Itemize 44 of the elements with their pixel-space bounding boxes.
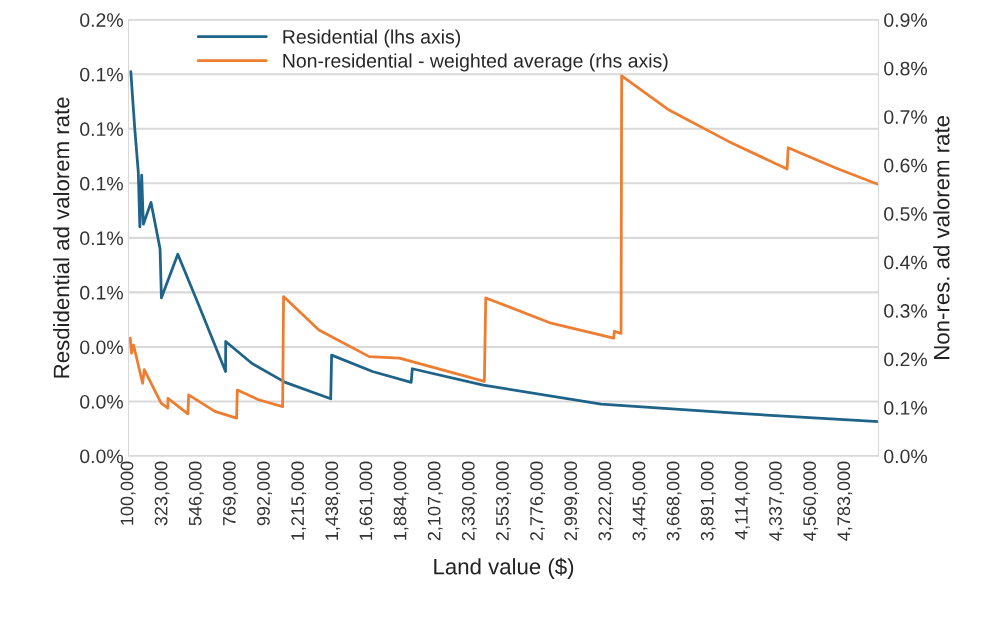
x-axis-title: Land value ($) <box>434 557 574 579</box>
y2-tick-label: 0.0% <box>884 449 927 464</box>
y-tick-label: 0.2% <box>80 13 123 27</box>
y-tick-label: 0.1% <box>80 67 123 82</box>
x-tick-label: 1,438,000 <box>325 461 341 540</box>
x-tick-label: 2,776,000 <box>530 461 546 541</box>
y2-tick-label: 0.2% <box>884 352 927 367</box>
y2-tick-label: 0.7% <box>884 110 927 124</box>
y-tick-label: 0.1% <box>80 231 123 246</box>
x-tick-label: 2,553,000 <box>496 461 511 541</box>
x-tick-label: 4,337,000 <box>769 461 784 541</box>
x-tick-label: 4,114,000 <box>734 461 750 540</box>
y2-tick-label: 0.1% <box>884 401 927 415</box>
y2-tick-label: 0.6% <box>884 158 927 173</box>
y-tick-label: 0.0% <box>80 340 123 355</box>
legend-label: Residential (lhs axis) <box>283 29 461 48</box>
y2-tick-label: 0.9% <box>884 13 927 27</box>
y2-tick-label: 0.4% <box>884 255 927 270</box>
x-tick-label: 2,330,000 <box>461 461 477 541</box>
x-tick-label: 1,215,000 <box>291 461 307 540</box>
x-tick-label: 1,884,000 <box>393 461 409 540</box>
x-tick-label: 3,222,000 <box>598 461 614 541</box>
y2-tick-label: 0.3% <box>884 304 927 318</box>
x-tick-label: 1,661,000 <box>359 461 375 540</box>
y2-tick-label: 0.8% <box>884 61 927 76</box>
x-tick-label: 3,891,000 <box>700 461 716 541</box>
x-tick-label: 992,000 <box>257 461 273 526</box>
legend-label: Non-residential - weighted average (rhs axis) <box>283 53 668 72</box>
x-tick-label: 4,560,000 <box>803 461 819 541</box>
x-tick-label: 2,107,000 <box>427 461 443 541</box>
y-axis-title: Resdidential ad valorem rate <box>53 97 70 378</box>
y2-axis-title: Non-res. ad valorem rate <box>933 115 950 359</box>
y-tick-label: 0.0% <box>80 394 123 409</box>
x-tick-label: 4,783,000 <box>837 461 853 541</box>
x-tick-label: 2,999,000 <box>564 461 580 541</box>
y-tick-label: 0.1% <box>80 176 123 191</box>
x-tick-label: 546,000 <box>188 461 204 526</box>
x-tick-label: 323,000 <box>154 461 170 526</box>
y-tick-label: 0.1% <box>80 285 123 300</box>
x-tick-label: 769,000 <box>222 461 238 526</box>
y2-tick-label: 0.5% <box>884 207 927 221</box>
x-tick-label: 3,445,000 <box>632 461 648 541</box>
y-tick-label: 0.1% <box>80 122 123 137</box>
x-tick-label: 3,668,000 <box>666 461 682 541</box>
